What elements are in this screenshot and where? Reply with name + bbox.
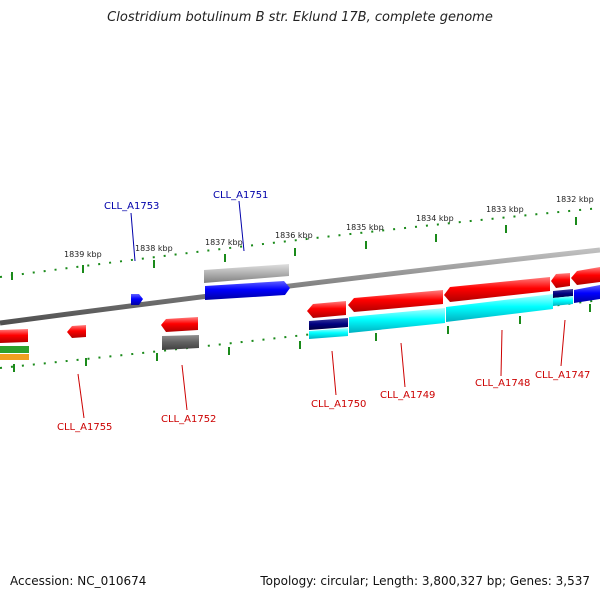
gene-feature-cll-a1751-gray[interactable] [204,264,289,283]
gene-feature-cll-a1749[interactable] [348,290,443,312]
gene-feature-right-red[interactable] [571,267,600,285]
gene-feature-cll-a1755[interactable] [67,325,86,338]
inner-ruler-major-ticks [13,304,591,372]
leader-lines [77,200,566,419]
gene-feature-left-orange[interactable] [0,354,29,360]
gene-feature-cll-a1750-navy[interactable] [309,318,348,330]
kbp-label: 1834 kbp [416,214,454,223]
gene-feature-cll-a1751[interactable] [205,281,290,300]
gene-feature-left-red[interactable] [0,329,28,343]
gene-feature-cll-a1753[interactable] [131,294,143,305]
map-title: Clostridium botulinum B str. Eklund 17B,… [107,10,493,25]
kbp-label: 1838 kbp [135,244,173,253]
gene-label-cll-a1747[interactable]: CLL_A1747 [535,370,590,381]
genome-backbone [0,247,600,326]
gene-label-cll-a1748[interactable]: CLL_A1748 [475,378,530,389]
outer-ruler [0,207,600,278]
gene-label-cll-a1755[interactable]: CLL_A1755 [57,422,112,433]
accession-text: Accession: NC_010674 [10,574,147,588]
ruler-major-ticks [11,217,577,280]
kbp-label: 1832 kbp [556,195,594,204]
gene-feature-left-green[interactable] [0,346,29,353]
gene-feature-cll-a1749-cyan[interactable] [349,308,445,333]
gene-feature-cll-a1750[interactable] [307,301,346,318]
gene-feature-cll-a1748[interactable] [444,277,550,302]
gene-feature-cll-a1747-navy[interactable] [553,289,573,298]
gene-label-cll-a1751[interactable]: CLL_A1751 [213,190,268,201]
kbp-label: 1839 kbp [64,250,102,259]
gene-feature-cll-a1747[interactable] [551,273,570,288]
kbp-label: 1836 kbp [275,231,313,240]
gene-label-cll-a1750[interactable]: CLL_A1750 [311,399,366,410]
gene-feature-cll-a1750-cyan[interactable] [309,328,348,339]
gene-label-cll-a1749[interactable]: CLL_A1749 [380,390,435,401]
gene-feature-cll-a1752[interactable] [162,335,199,350]
gene-feature-right-blue[interactable] [574,285,600,303]
kbp-label: 1835 kbp [346,223,384,232]
kbp-label: 1833 kbp [486,205,524,214]
kbp-label: 1837 kbp [205,238,243,247]
gene-feature-cll-a1752-red[interactable] [161,317,198,332]
gene-label-cll-a1752[interactable]: CLL_A1752 [161,414,216,425]
genome-summary-text: Topology: circular; Length: 3,800,327 bp… [260,574,590,588]
gene-label-cll-a1753[interactable]: CLL_A1753 [104,201,159,212]
gene-feature-cll-a1747-cyan[interactable] [553,296,573,306]
gene-feature-cll-a1748-cyan[interactable] [446,294,553,322]
